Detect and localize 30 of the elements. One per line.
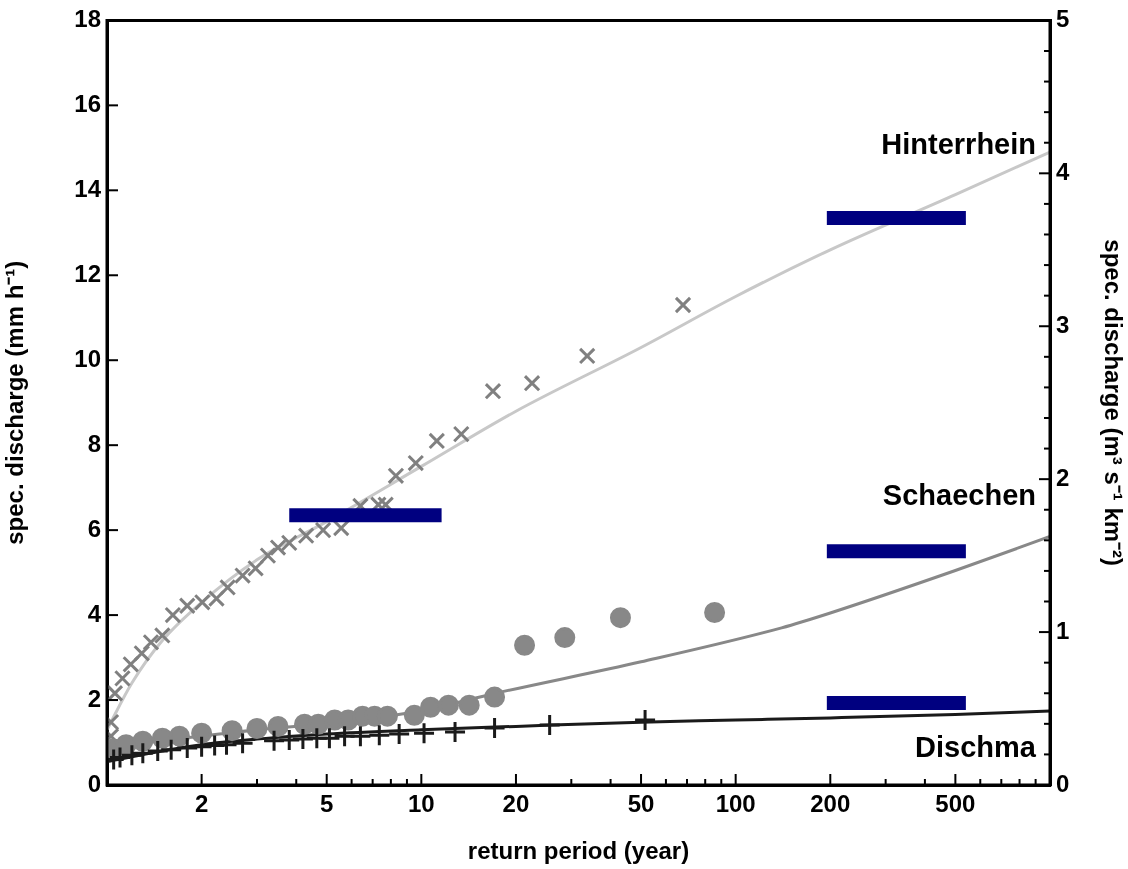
y-tick-label: 0 [87,769,101,797]
y-tick-label: 16 [74,89,101,117]
y-axis-title: spec. discharge (mm h⁻¹) [1,260,29,545]
y2-tick-label: 0 [1056,769,1070,797]
series-label: Schaechen [882,478,1036,511]
x-tick-label: 5 [320,790,334,818]
y-tick-label: 10 [74,344,101,372]
x-tick-label: 20 [502,790,530,818]
y2-axis-title: spec. discharge (m³ s⁻¹ km⁻²) [1099,239,1127,567]
y2-tick-label: 4 [1056,157,1070,185]
x-tick-label: 50 [627,790,655,818]
y-tick-label: 18 [74,5,101,33]
series-label: Dischma [915,731,1037,764]
y2-tick-label: 3 [1056,310,1070,338]
x-tick-label: 500 [935,790,976,818]
x-tick-label: 2 [194,790,209,818]
x-tick-label: 200 [810,790,851,818]
x-tick-label: 10 [407,790,435,818]
x-tick-label: 100 [715,790,756,818]
y-tick-label: 4 [87,599,102,627]
y2-tick-label: 2 [1056,463,1070,491]
y2-tick-label: 1 [1056,616,1070,644]
x-axis-title: return period (year) [467,837,690,865]
y-tick-label: 6 [87,514,101,542]
y-tick-label: 12 [74,259,101,287]
y-tick-label: 14 [74,174,102,202]
y-tick-label: 2 [87,684,101,712]
y2-tick-label: 5 [1056,5,1070,33]
y-tick-label: 8 [87,429,101,457]
series-label: Hinterrhein [881,128,1036,161]
